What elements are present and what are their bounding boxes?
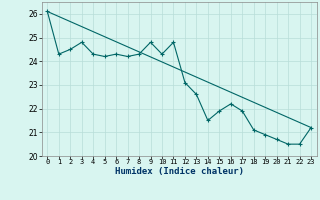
X-axis label: Humidex (Indice chaleur): Humidex (Indice chaleur) [115, 167, 244, 176]
